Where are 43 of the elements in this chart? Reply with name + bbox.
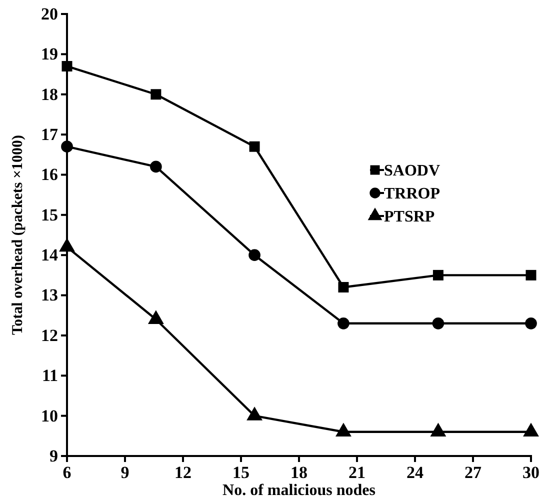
x-tick-label: 15: [232, 462, 250, 482]
point: [338, 282, 349, 292]
point: [249, 141, 260, 152]
y-tick-label: 10: [41, 406, 58, 426]
y-axis-title: Total overhead (packets ×1000): [10, 134, 26, 336]
point: [150, 160, 162, 173]
point: [61, 140, 73, 153]
legend-label: TRROP: [384, 186, 440, 203]
point: [150, 89, 162, 100]
point: [248, 249, 260, 261]
legend-label: SAODV: [384, 162, 440, 180]
point: [525, 317, 537, 330]
y-tick-label: 11: [42, 366, 58, 386]
y-tick-label: 12: [41, 326, 58, 345]
y-tick-label: 17: [41, 124, 58, 144]
y-tick-label: 19: [41, 44, 58, 64]
point: [526, 270, 536, 280]
point: [338, 317, 350, 330]
x-tick-label: 9: [120, 462, 130, 482]
y-tick-label: 18: [41, 84, 58, 104]
y-tick-label: 9: [50, 446, 58, 466]
point: [430, 422, 446, 436]
y-tick-label: 13: [41, 286, 58, 305]
y-tick-label: 15: [41, 205, 58, 224]
y-tick-label: 20: [41, 4, 58, 24]
x-axis-title: No. of malicious nodes: [222, 482, 376, 499]
point: [62, 60, 72, 72]
x-tick-label: 27: [464, 462, 482, 482]
legend-label: PTSRP: [384, 208, 435, 226]
x-tick-label: 24: [406, 462, 424, 482]
x-tick-label: 21: [348, 462, 366, 482]
point: [336, 422, 352, 436]
point: [432, 270, 444, 280]
y-tick-label: 14: [41, 246, 58, 265]
y-tick-label: 16: [41, 165, 58, 184]
x-tick-label: 18: [290, 462, 308, 482]
point: [246, 406, 262, 420]
point: [523, 422, 539, 436]
x-tick-label: 30: [522, 462, 540, 482]
point: [432, 317, 444, 330]
x-tick-label: 6: [62, 462, 72, 482]
x-tick-label: 12: [174, 462, 192, 482]
point: [148, 310, 164, 324]
